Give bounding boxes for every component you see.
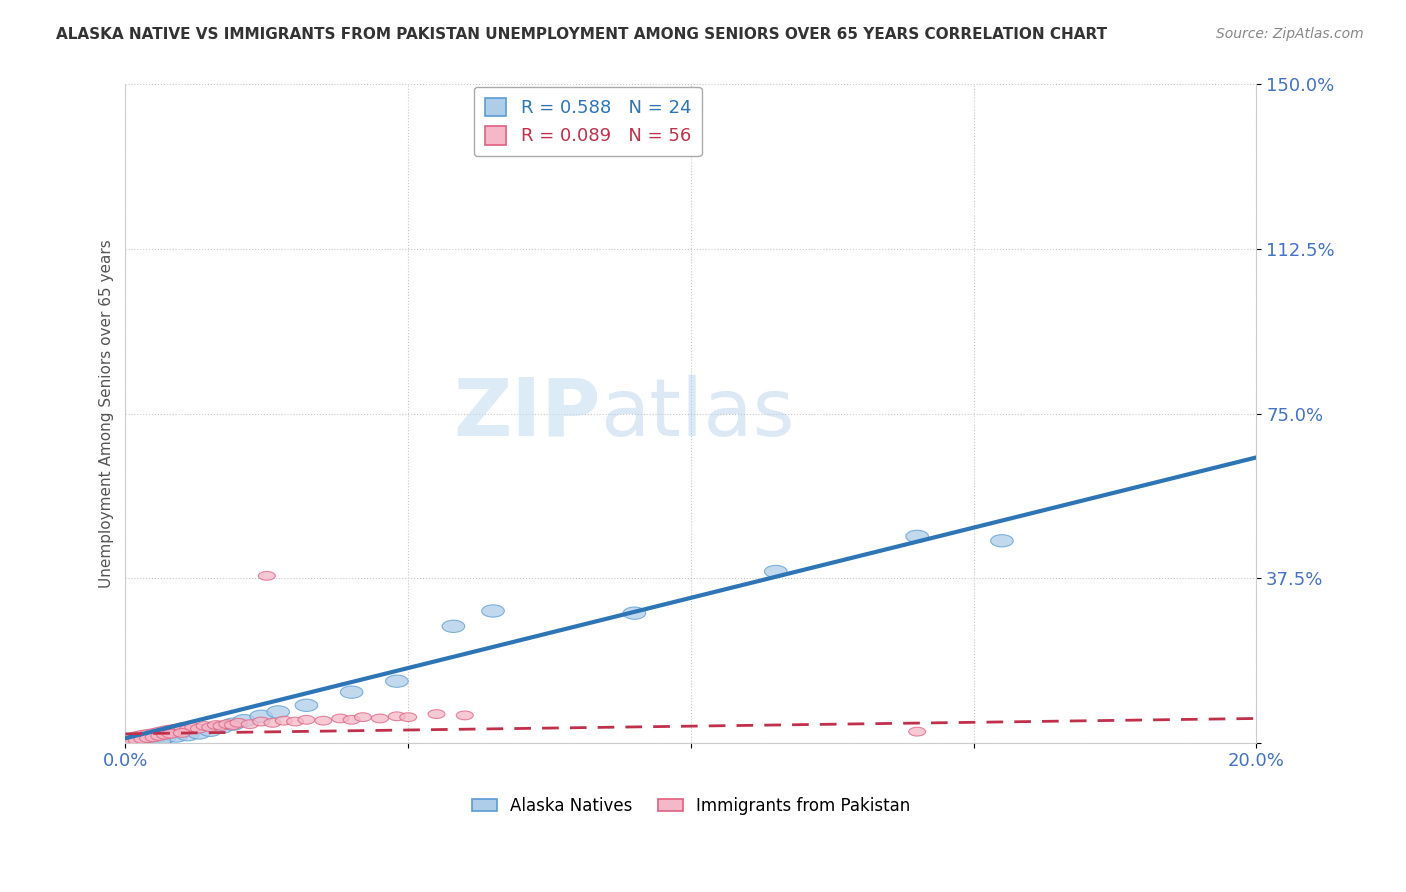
Text: ZIP: ZIP <box>453 375 600 452</box>
Text: atlas: atlas <box>600 375 794 452</box>
Legend: Alaska Natives, Immigrants from Pakistan: Alaska Natives, Immigrants from Pakistan <box>465 790 917 822</box>
Text: Source: ZipAtlas.com: Source: ZipAtlas.com <box>1216 27 1364 41</box>
Text: ALASKA NATIVE VS IMMIGRANTS FROM PAKISTAN UNEMPLOYMENT AMONG SENIORS OVER 65 YEA: ALASKA NATIVE VS IMMIGRANTS FROM PAKISTA… <box>56 27 1108 42</box>
Y-axis label: Unemployment Among Seniors over 65 years: Unemployment Among Seniors over 65 years <box>100 239 114 588</box>
